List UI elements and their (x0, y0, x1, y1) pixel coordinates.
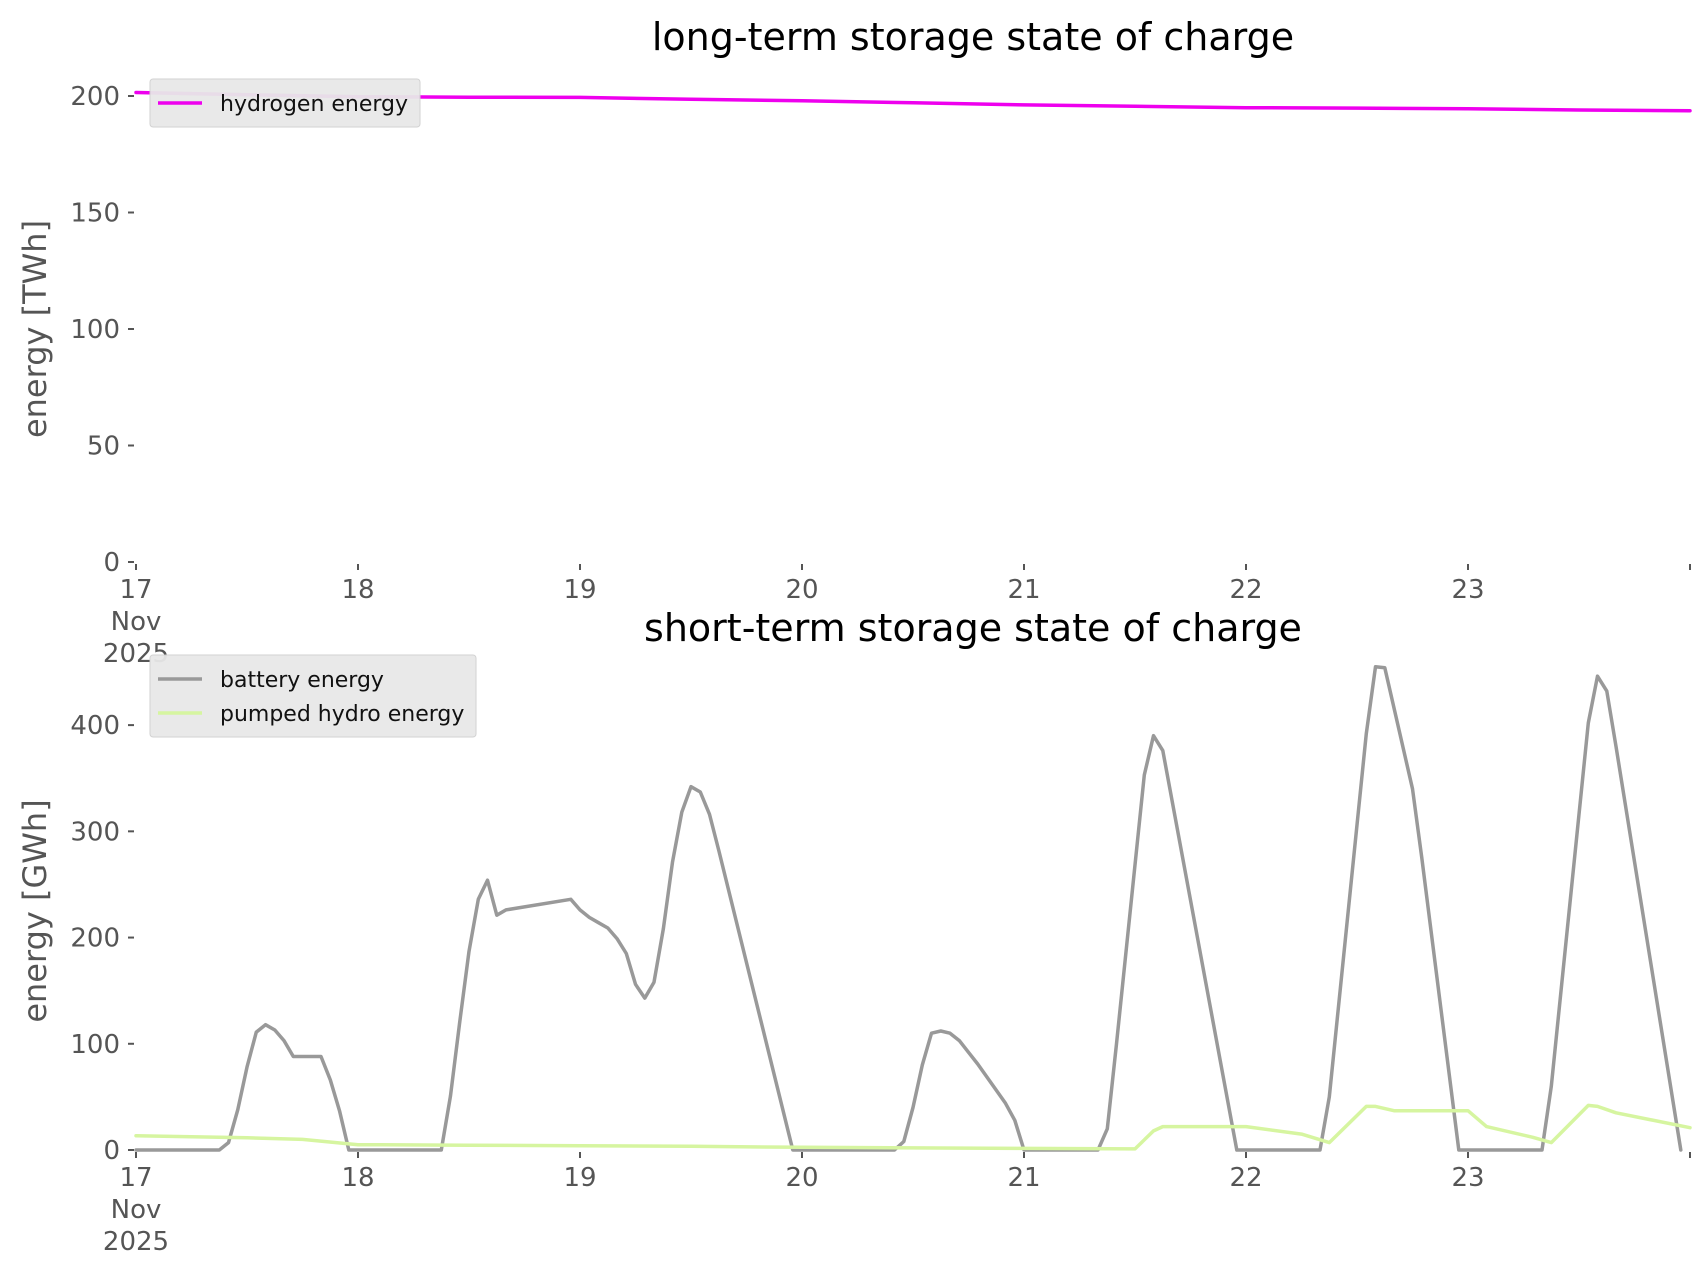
series-line-battery-energy (134, 664, 1683, 1152)
y-tick-label: 150 (70, 199, 120, 229)
x-tick-label: Nov (111, 1195, 162, 1225)
x-tick-label: 19 (563, 575, 596, 605)
y-tick-label: 100 (70, 315, 120, 345)
legend-entry: pumped hydro energy (220, 702, 464, 727)
chart-panel-1: long-term storage state of charge energy … (16, 15, 1692, 669)
y-tick-label: 100 (70, 1030, 120, 1060)
x-tick-label: 20 (785, 575, 818, 605)
x-tick-label: 21 (1007, 1163, 1040, 1193)
x-tick-label: 2025 (103, 1227, 169, 1257)
legend (149, 654, 477, 738)
x-tick-label: 19 (563, 1163, 596, 1193)
y-axis-label: energy [GWh] (16, 799, 54, 1022)
chart-panel-2: short-term storage state of charge energy… (16, 606, 1692, 1257)
y-tick-label: 300 (70, 817, 120, 847)
x-tick-label: 18 (341, 575, 374, 605)
x-tick-label: 22 (1229, 1163, 1262, 1193)
y-tick-label: 0 (103, 548, 120, 578)
x-tick-label: 23 (1451, 575, 1484, 605)
x-tick-label: 22 (1229, 575, 1262, 605)
x-tick-label: 21 (1007, 575, 1040, 605)
x-tick-label: 20 (785, 1163, 818, 1193)
legend-entry: hydrogen energy (220, 92, 408, 117)
y-tick-label: 0 (103, 1136, 120, 1166)
y-tick-label: 200 (70, 924, 120, 954)
y-tick-label: 50 (87, 432, 120, 462)
x-tick-label: 23 (1451, 1163, 1484, 1193)
legend-entry: battery energy (220, 668, 384, 693)
x-tick-label: 18 (341, 1163, 374, 1193)
series-line-pumped-hydro-energy (134, 1103, 1692, 1151)
y-tick-label: 200 (70, 82, 120, 112)
y-axis-label: energy [TWh] (16, 220, 54, 438)
x-tick-label: Nov (111, 607, 162, 637)
x-tick-label: 17 (119, 575, 152, 605)
y-tick-label: 400 (70, 711, 120, 741)
legend (149, 78, 421, 128)
x-tick-label: 17 (119, 1163, 152, 1193)
chart-title: short-term storage state of charge (644, 606, 1302, 650)
chart-title: long-term storage state of charge (652, 15, 1294, 59)
